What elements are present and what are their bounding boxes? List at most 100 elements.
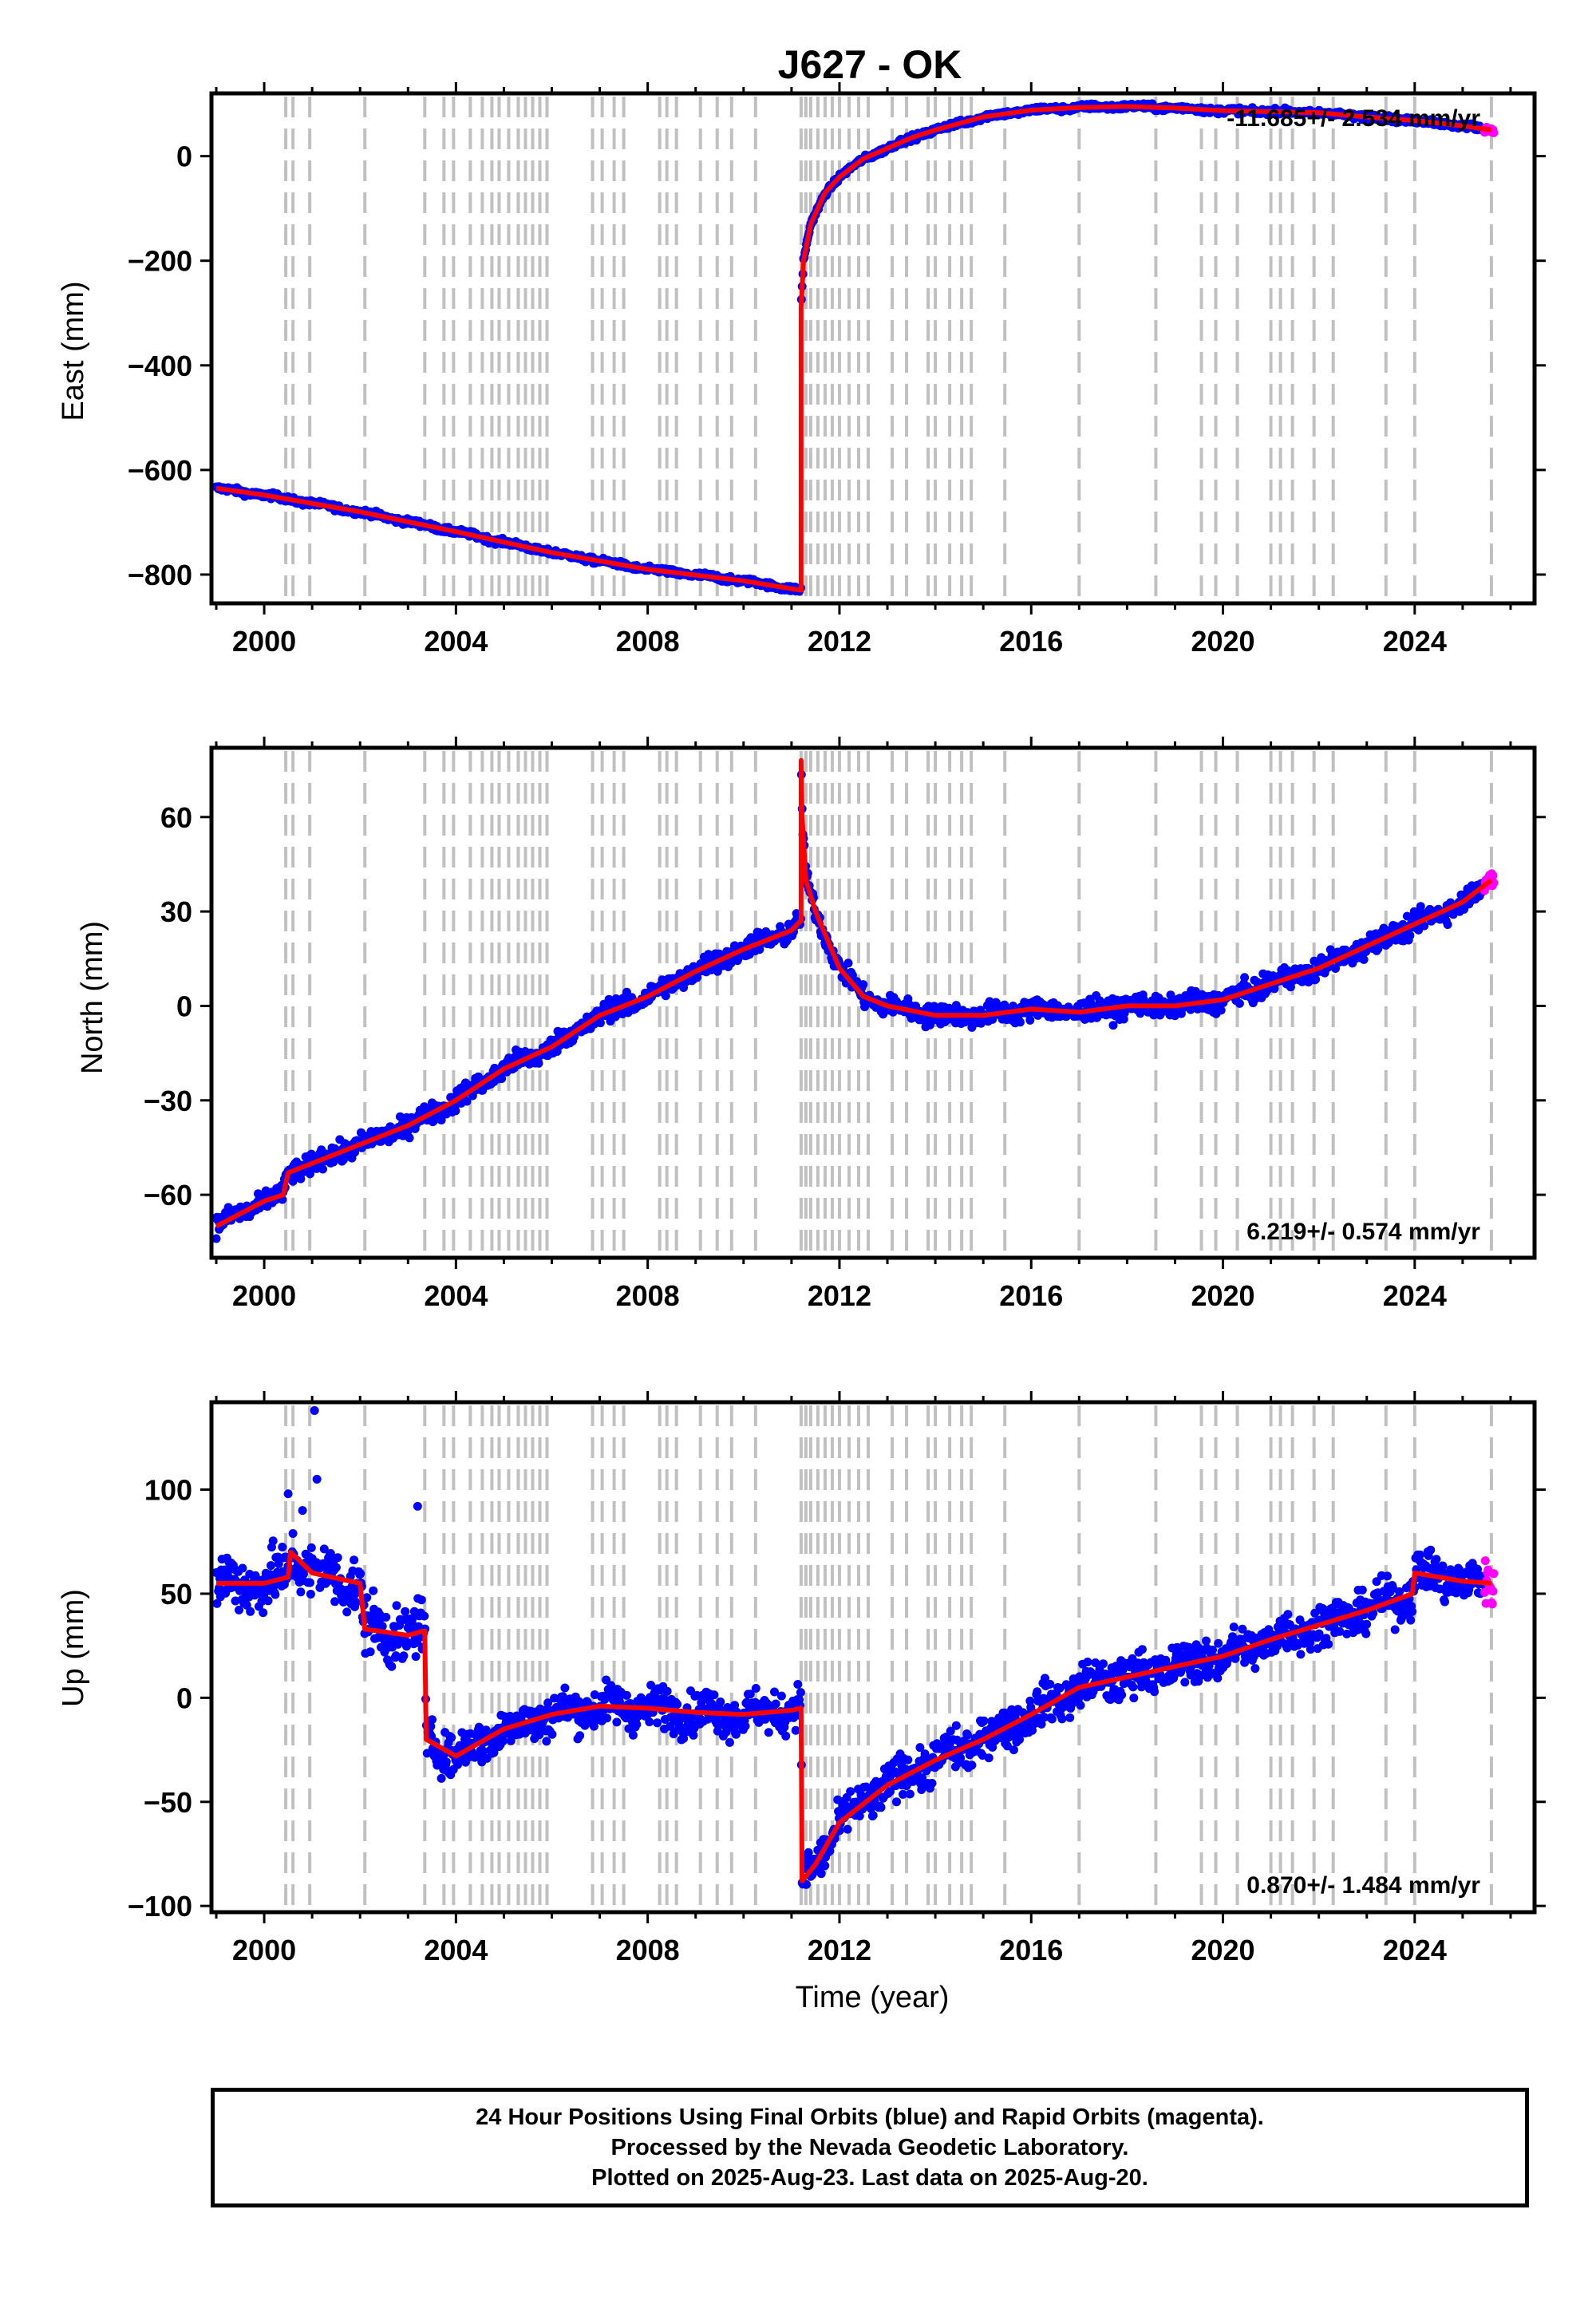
- final-point: [411, 1652, 421, 1662]
- final-point: [764, 1728, 773, 1737]
- final-point: [333, 1553, 342, 1563]
- final-point: [306, 1543, 316, 1552]
- final-point: [399, 1651, 409, 1661]
- final-point: [859, 980, 868, 990]
- final-point: [628, 1730, 638, 1740]
- y-tick-label: −60: [144, 1179, 192, 1211]
- final-point: [420, 1611, 429, 1621]
- final-point: [542, 1737, 551, 1746]
- final-point: [673, 1700, 682, 1709]
- final-point: [1359, 954, 1369, 964]
- final-point: [350, 1555, 359, 1565]
- final-point: [905, 1789, 915, 1799]
- final-point: [547, 1729, 557, 1739]
- final-point: [843, 1824, 852, 1834]
- final-point: [781, 1731, 791, 1741]
- final-point: [1235, 998, 1244, 1008]
- final-point: [716, 1697, 725, 1706]
- final-point: [306, 1578, 314, 1587]
- final-point: [560, 1683, 570, 1693]
- final-point: [1240, 973, 1250, 982]
- y-tick-label: −600: [128, 454, 192, 487]
- final-point: [306, 1590, 315, 1599]
- x-tick-label: 2012: [808, 1279, 871, 1312]
- final-point: [392, 1601, 401, 1611]
- final-point: [268, 1536, 278, 1546]
- final-point: [278, 1543, 287, 1551]
- final-point: [951, 1721, 961, 1730]
- final-point: [612, 1717, 622, 1727]
- x-tick-label: 2024: [1383, 1279, 1447, 1312]
- final-point: [796, 1688, 805, 1697]
- x-tick-label: 2004: [424, 625, 488, 658]
- final-point: [1311, 974, 1321, 984]
- final-point: [632, 1720, 642, 1729]
- final-point: [369, 1586, 378, 1595]
- final-point: [868, 1811, 878, 1820]
- final-point: [405, 1133, 414, 1143]
- x-tick-label: 2000: [232, 625, 296, 658]
- x-tick-label: 2016: [999, 625, 1063, 658]
- final-point: [351, 1598, 361, 1607]
- x-tick-label: 2012: [808, 625, 871, 658]
- model-line: [215, 757, 1493, 1229]
- final-point: [267, 1561, 275, 1571]
- x-tick-label: 2008: [616, 1279, 680, 1312]
- final-point: [451, 1106, 460, 1116]
- final-point: [709, 1690, 719, 1700]
- final-point: [381, 1612, 391, 1622]
- final-point: [1443, 920, 1452, 929]
- final-point: [263, 1596, 273, 1606]
- final-point: [793, 1680, 803, 1689]
- final-point: [331, 1563, 341, 1572]
- final-point: [387, 1662, 397, 1671]
- y-tick-label: −200: [128, 245, 192, 278]
- final-point: [622, 1690, 631, 1700]
- x-tick-label: 2000: [232, 1279, 296, 1312]
- y-tick-label: 0: [176, 140, 192, 173]
- final-point: [246, 1607, 255, 1616]
- final-point: [892, 1797, 901, 1807]
- final-point: [903, 1755, 913, 1765]
- final-point: [816, 1869, 826, 1879]
- final-point: [342, 1607, 352, 1617]
- final-point: [238, 1563, 247, 1573]
- y-tick-label: 30: [160, 895, 192, 928]
- final-point: [602, 1713, 611, 1723]
- final-point: [645, 1717, 654, 1727]
- final-point: [356, 1569, 365, 1579]
- final-point: [296, 1587, 306, 1597]
- x-tick-label: 2016: [999, 1279, 1063, 1312]
- final-point: [318, 1164, 327, 1174]
- y-tick-label: 0: [176, 990, 192, 1022]
- x-tick-label: 2020: [1191, 625, 1254, 658]
- final-point: [927, 1779, 937, 1788]
- final-point: [365, 1647, 375, 1657]
- final-point: [843, 958, 853, 968]
- final-point: [575, 1731, 585, 1741]
- final-point: [1025, 1015, 1035, 1025]
- final-point: [534, 1058, 543, 1068]
- final-point: [417, 1595, 426, 1605]
- final-point: [1015, 1018, 1025, 1027]
- final-point: [428, 1715, 437, 1725]
- x-tick-label: 2020: [1191, 1279, 1254, 1312]
- final-point: [751, 1684, 760, 1693]
- final-point: [776, 1691, 786, 1701]
- final-point: [725, 1737, 734, 1747]
- final-point: [1216, 1006, 1226, 1015]
- final-point: [741, 1721, 750, 1731]
- final-point: [259, 1608, 268, 1618]
- final-point: [447, 1733, 456, 1742]
- y-tick-label: −800: [128, 559, 192, 591]
- final-point: [330, 1597, 340, 1607]
- x-tick-label: 2024: [1383, 625, 1447, 658]
- final-point: [963, 1730, 972, 1740]
- y-tick-label: 60: [160, 801, 192, 834]
- final-point: [271, 1590, 280, 1599]
- final-point: [441, 1757, 451, 1767]
- x-tick-label: 2004: [424, 1279, 488, 1312]
- final-point: [820, 1861, 830, 1871]
